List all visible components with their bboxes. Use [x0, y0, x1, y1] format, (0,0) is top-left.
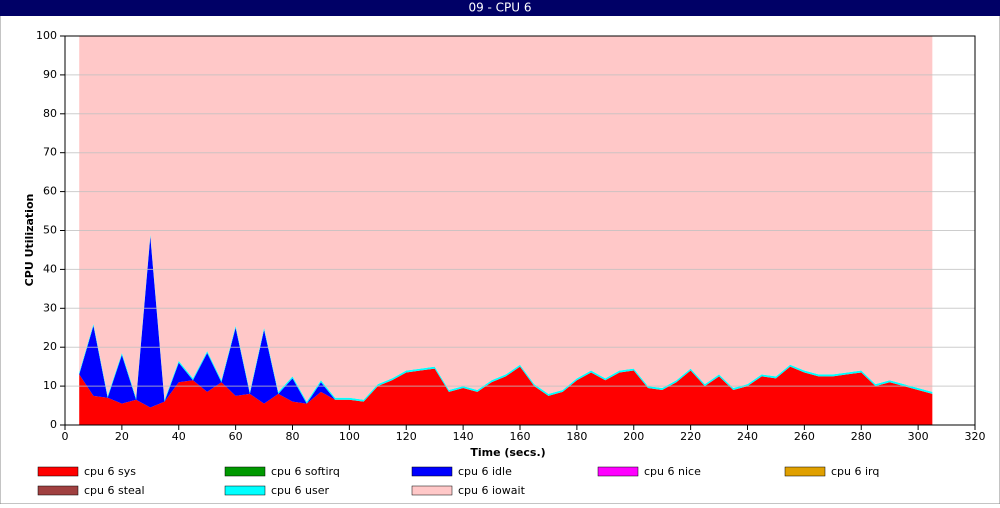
legend-label: cpu 6 steal — [84, 484, 145, 497]
x-tick-label: 0 — [62, 430, 69, 443]
x-tick-label: 280 — [851, 430, 872, 443]
legend-swatch — [597, 466, 639, 477]
x-tick-label: 260 — [794, 430, 815, 443]
legend-swatch — [784, 466, 826, 477]
area — [79, 36, 933, 402]
x-tick-label: 220 — [680, 430, 701, 443]
chart-title: 09 - CPU 6 — [468, 1, 531, 15]
x-tick-label: 40 — [172, 430, 186, 443]
plot-border — [64, 35, 976, 426]
legend-swatch — [37, 485, 79, 496]
x-tick-label: 240 — [737, 430, 758, 443]
y-tick-label: 80 — [43, 107, 57, 120]
area — [79, 366, 933, 425]
x-tick-label: 80 — [286, 430, 300, 443]
legend-swatch — [37, 466, 79, 477]
title-bar — [0, 0, 1000, 16]
x-tick-label: 200 — [623, 430, 644, 443]
y-tick-label: 30 — [43, 301, 57, 314]
legend-label: cpu 6 softirq — [271, 465, 340, 478]
legend-swatch — [224, 466, 266, 477]
y-tick-label: 50 — [43, 224, 57, 237]
y-tick-label: 70 — [43, 146, 57, 159]
x-tick-label: 300 — [908, 430, 929, 443]
y-tick-label: 60 — [43, 185, 57, 198]
x-tick-label: 120 — [396, 430, 417, 443]
legend-label: cpu 6 user — [271, 484, 329, 497]
y-tick-label: 100 — [36, 29, 57, 42]
legend-label: cpu 6 irq — [831, 465, 879, 478]
y-tick-label: 10 — [43, 379, 57, 392]
legend-swatch — [411, 466, 453, 477]
y-tick-label: 0 — [50, 418, 57, 431]
x-tick-label: 320 — [965, 430, 986, 443]
legend-label: cpu 6 nice — [644, 465, 701, 478]
x-axis-label: Time (secs.) — [470, 446, 545, 459]
x-tick-label: 160 — [510, 430, 531, 443]
legend-label: cpu 6 idle — [458, 465, 512, 478]
legend-swatch — [224, 485, 266, 496]
x-tick-label: 100 — [339, 430, 360, 443]
x-tick-label: 140 — [453, 430, 474, 443]
legend-label: cpu 6 iowait — [458, 484, 526, 497]
y-tick-label: 90 — [43, 68, 57, 81]
x-tick-label: 20 — [115, 430, 129, 443]
y-axis-label: CPU Utilization — [23, 194, 36, 287]
legend-label: cpu 6 sys — [84, 465, 136, 478]
y-tick-label: 40 — [43, 262, 57, 275]
y-tick-label: 20 — [43, 340, 57, 353]
x-tick-label: 180 — [566, 430, 587, 443]
legend-swatch — [411, 485, 453, 496]
x-tick-label: 60 — [229, 430, 243, 443]
